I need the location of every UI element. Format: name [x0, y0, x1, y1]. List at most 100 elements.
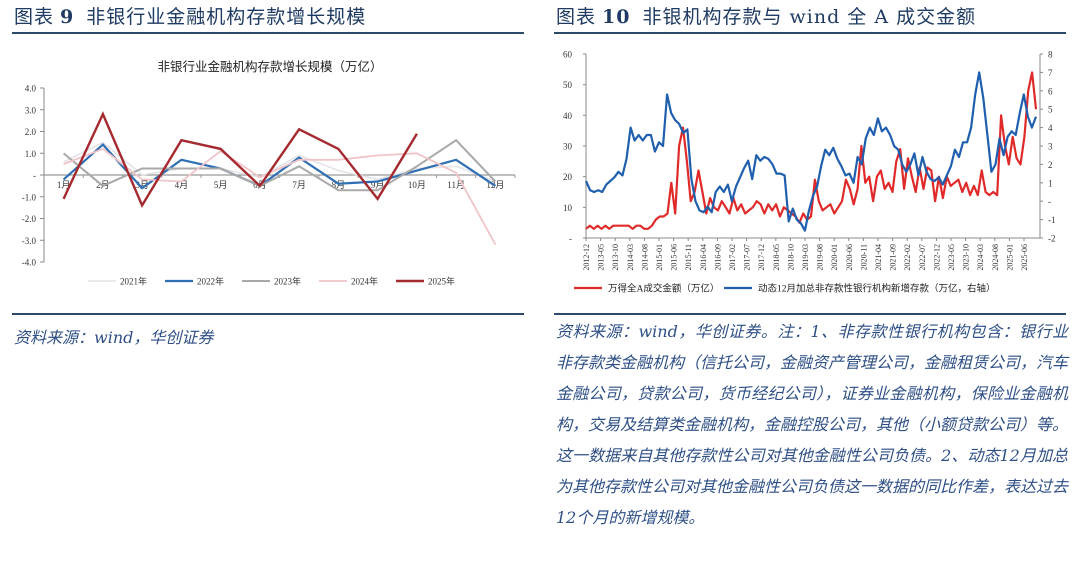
x-tick-label: 2018-05 — [772, 244, 781, 271]
x-tick-label: 2013-10 — [611, 244, 620, 271]
x-tick-label: 3月 — [135, 180, 149, 190]
legend-label: 万得全A成交金额（万亿） — [608, 283, 719, 295]
x-tick-label: 2021-09 — [889, 244, 898, 271]
legend-item: 2022年 — [165, 276, 224, 287]
x-tick-label: 2019-08 — [816, 244, 825, 271]
left-y-tick-label: 60 — [563, 50, 573, 60]
deposits-vs-turnover-chart: 60 50 40 30 20 10 - 8 7 6 5 4 3 2 1 - -1 -2 2012-12 2013-05… — [540, 40, 1080, 302]
x-tick-label: 2012-12 — [582, 244, 591, 271]
x-tick-label: 9月 — [371, 180, 385, 190]
right-y-tick-label: 1 — [1048, 178, 1053, 188]
x-tick-label: 2020-11 — [859, 244, 868, 270]
x-tick-label: 2017-12 — [757, 244, 766, 271]
right-y-tick-label: 5 — [1048, 105, 1053, 115]
legend-item: 2021年 — [88, 276, 147, 287]
x-tick-label: 2020-01 — [830, 244, 839, 271]
deposit-growth-chart: 非银行业金融机构存款增长规模（万亿） 4.0 3.0 2.0 1.0 - -1.0 -2.0 -… — [0, 40, 540, 300]
x-tick-label: 7月 — [292, 180, 306, 190]
source-note: 资料来源：wind，华创证券 — [14, 328, 214, 347]
figure-label: 图表 — [556, 6, 597, 28]
right-y-tick-label: 8 — [1048, 50, 1053, 60]
figure-number: 9 — [60, 6, 75, 28]
legend-label: 动态12月加总非存款性银行机构新增存款（万亿，右轴） — [758, 283, 996, 295]
legend-item: 2025年 — [396, 276, 455, 287]
legend-item: 2023年 — [242, 276, 301, 287]
figure-label: 图表 — [14, 6, 55, 28]
series-line-2023年 — [62, 138, 497, 192]
left-y-tick-label: 50 — [563, 80, 573, 90]
x-tick-label: 2025-06 — [1020, 244, 1029, 271]
x-tick-label: 2022-02 — [903, 244, 912, 271]
title-divider — [12, 32, 524, 34]
x-tick-label: 2024-08 — [991, 244, 1000, 271]
series-line-2025年 — [62, 111, 418, 209]
x-tick-label: 2018-10 — [786, 244, 795, 271]
title-divider — [554, 32, 1066, 34]
series-line-2024年 — [63, 147, 497, 246]
x-tick-label: 2019-03 — [801, 244, 810, 271]
x-tick-label: 1月 — [57, 180, 71, 190]
legend-label: 2024年 — [351, 276, 378, 287]
x-tick-label: 11月 — [447, 180, 465, 190]
left-y-tick-label: 30 — [563, 142, 573, 152]
figure-10-title: 图表 10 非银机构存款与 wind 全 A 成交金额 — [556, 2, 976, 29]
x-tick-label: 2014-03 — [626, 244, 635, 271]
x-tick-label: 2022-07 — [918, 244, 927, 271]
left-y-tick-label: 10 — [563, 203, 573, 213]
right-y-tick-label: - — [1048, 197, 1051, 207]
left-y-tick-label: 20 — [563, 172, 573, 182]
left-y-tick-label: 40 — [563, 111, 573, 121]
y-tick-label: 4.0 — [25, 84, 37, 94]
legend-label: 2021年 — [120, 276, 147, 287]
legend-item: 2024年 — [319, 276, 378, 287]
x-tick-label: 2024-03 — [976, 244, 985, 271]
x-tick-label: 2021-04 — [874, 244, 883, 271]
x-tick-label: 2016-09 — [713, 244, 722, 271]
x-tick-label: 2023-05 — [947, 244, 956, 271]
figure-number: 10 — [602, 6, 631, 28]
series-line — [584, 71, 1038, 232]
legend-label: 2025年 — [428, 276, 455, 287]
right-y-tick-label: 7 — [1048, 68, 1053, 78]
y-tick-label: -4.0 — [22, 258, 37, 268]
x-tick-label: 2020-06 — [845, 244, 854, 271]
x-tick-label: 2017-07 — [743, 244, 752, 271]
source-note: 资料来源：wind，华创证券。注：1、非存款性银行机构包含：银行业非存款类金融机… — [556, 322, 1069, 527]
source-divider — [12, 313, 524, 315]
right-y-tick-label: 4 — [1048, 123, 1053, 133]
source-divider — [554, 313, 1066, 315]
legend-label: 2022年 — [197, 276, 224, 287]
legend-item: 万得全A成交金额（万亿） — [574, 283, 719, 295]
figure-title-text: 非银机构存款与 wind 全 A 成交金额 — [642, 6, 977, 28]
right-y-tick-label: 2 — [1048, 160, 1053, 170]
x-tick-label: 5月 — [214, 180, 228, 190]
chart-title: 非银行业金融机构存款增长规模（万亿） — [157, 59, 382, 74]
y-tick-label: 2.0 — [25, 127, 37, 137]
x-tick-label: 2017-02 — [728, 244, 737, 271]
x-tick-label: 2016-04 — [699, 244, 708, 271]
legend-label: 2023年 — [274, 276, 301, 287]
x-tick-label: 2015-01 — [655, 244, 664, 271]
y-tick-label: 3.0 — [25, 105, 37, 115]
x-tick-label: 2025-01 — [1005, 244, 1014, 271]
x-tick-label: 2015-06 — [670, 244, 679, 271]
y-tick-label: - — [33, 171, 36, 181]
right-y-tick-label: -1 — [1048, 215, 1056, 225]
x-tick-label: 10月 — [408, 180, 426, 190]
x-tick-label: 2014-08 — [640, 244, 649, 271]
y-tick-label: -3.0 — [22, 236, 37, 246]
series-line — [585, 71, 1038, 230]
figure-title-text: 非银行业金融机构存款增长规模 — [86, 6, 367, 28]
x-tick-label: 4月 — [175, 180, 189, 190]
legend-item: 动态12月加总非存款性银行机构新增存款（万亿，右轴） — [724, 283, 996, 295]
x-tick-label: 2013-05 — [597, 244, 606, 271]
y-tick-label: -1.0 — [22, 192, 37, 202]
x-tick-label: 2022-12 — [932, 244, 941, 271]
x-tick-label: 2023-10 — [962, 244, 971, 271]
chart-2-svg: 60 50 40 30 20 10 - 8 7 6 5 4 3 2 1 - -1 -2 2012-12 2013-05… — [563, 50, 1056, 295]
right-y-tick-label: 3 — [1048, 142, 1053, 152]
right-y-tick-label: 6 — [1048, 86, 1053, 96]
figure-9-title: 图表 9 非银行业金融机构存款增长规模 — [14, 2, 366, 29]
x-tick-label: 8月 — [332, 180, 346, 190]
right-y-tick-label: -2 — [1048, 234, 1056, 244]
